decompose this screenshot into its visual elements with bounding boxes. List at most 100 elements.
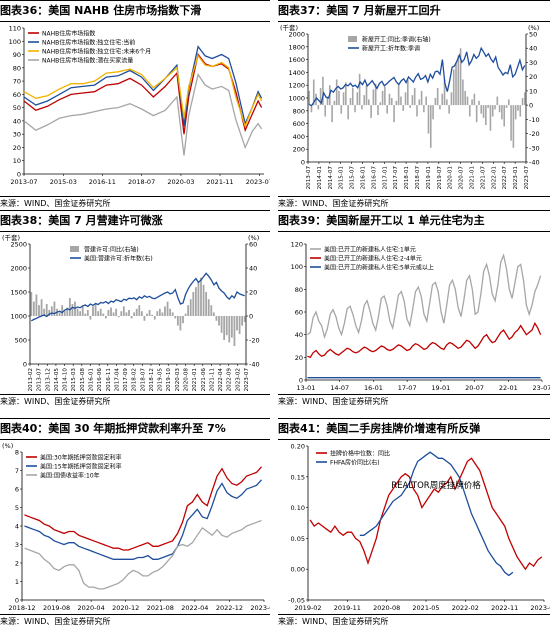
bar — [130, 316, 133, 319]
x-tick-label: 2014-07 — [328, 166, 334, 190]
bar — [409, 105, 411, 108]
bar — [388, 93, 391, 106]
bar — [125, 312, 128, 316]
bar — [32, 301, 35, 316]
legend-label: NAHB住房市场指数:独立住宅:未来6个月 — [42, 48, 151, 56]
bar — [494, 105, 496, 110]
x-tick-label: 2018-02 — [132, 368, 138, 391]
y-tick-label: 800 — [293, 107, 305, 115]
legend-label: 新屋开工:折年数:季调 — [362, 45, 420, 53]
bar — [35, 294, 38, 316]
bar — [61, 305, 64, 316]
bar — [510, 105, 512, 141]
bar — [473, 93, 476, 106]
y-right-tick-label: -30 — [529, 144, 540, 152]
x-tick-label: 2018-12 — [149, 368, 155, 391]
y-tick-label: 600 — [293, 120, 305, 128]
bar — [236, 316, 238, 331]
bar — [161, 312, 164, 316]
bar — [225, 316, 228, 336]
x-tick-label: 2019-07 — [437, 166, 443, 190]
y-right-tick-label: 20 — [249, 289, 257, 297]
y-right-unit: (%) — [528, 24, 539, 32]
bar — [308, 90, 310, 106]
y-tick-label: 1000 — [10, 313, 27, 321]
x-tick-label: 2022-04 — [218, 368, 224, 392]
y-right-tick-label: 0 — [249, 313, 253, 321]
x-tick-label: 2022-12 — [216, 604, 243, 612]
bar — [174, 316, 177, 319]
x-tick-label: 2014-01 — [317, 166, 323, 190]
y-tick-label: 60 — [295, 309, 303, 317]
x-tick-label: 2017-01 — [382, 166, 388, 190]
series-line-1 — [23, 45, 263, 127]
x-tick-label: 2013-02 — [28, 368, 34, 391]
y-tick-label: 0 — [23, 361, 27, 369]
bar — [218, 316, 220, 326]
y-tick-label: 1600 — [288, 56, 305, 64]
series-line-0 — [309, 457, 543, 571]
y-tick-label: 7 — [15, 467, 19, 475]
x-tick-label: 2014-05 — [54, 368, 60, 392]
bar — [423, 105, 425, 113]
y-tick-label: 1 — [15, 578, 19, 586]
x-tick-label: 2013-07 — [37, 368, 43, 392]
bar — [104, 316, 107, 319]
y-tick-label: 2 — [15, 560, 19, 568]
bar — [223, 316, 226, 340]
bar — [317, 105, 320, 110]
y-right-tick-label: -40 — [529, 159, 540, 167]
x-tick-label: 2019-11 — [334, 604, 361, 612]
bar — [489, 105, 492, 131]
bar — [338, 90, 340, 106]
x-tick-label: 2022-09 — [227, 368, 233, 392]
x-tick-label: 2017-09 — [123, 368, 129, 392]
bar — [361, 105, 363, 110]
bar — [439, 105, 441, 110]
x-tick-label: 2020-08 — [184, 368, 190, 392]
bar — [374, 83, 377, 106]
bar — [452, 69, 455, 106]
series-line-0 — [23, 52, 263, 135]
bar — [241, 316, 244, 326]
y-tick-label: 70 — [13, 78, 21, 86]
bar — [138, 305, 141, 316]
y-tick-label: 90 — [13, 51, 21, 59]
bar — [345, 82, 347, 106]
x-tick-label: 17-07 — [398, 384, 417, 392]
bar — [243, 316, 246, 322]
x-tick-label: 2016-01 — [88, 368, 94, 392]
bar — [466, 96, 469, 106]
bar — [450, 92, 453, 106]
bar — [386, 105, 388, 114]
bar — [322, 76, 324, 106]
x-tick-label: 2020-07 — [459, 166, 465, 190]
bar — [514, 105, 517, 120]
bar — [207, 299, 210, 316]
chart-40: 0 1 2 3 4 5 6 7 8(%) 2018-12 2019-08 2020-04 2020-12… — [2, 442, 270, 612]
y-tick-label: 100 — [9, 38, 21, 46]
y-tick-label: -0.05 — [288, 597, 305, 605]
y-tick-label: 40 — [295, 331, 303, 339]
x-tick-label: 2019-10 — [166, 368, 172, 392]
x-tick-label: 2023-01 — [513, 166, 519, 190]
legend-label: 美国:30年期抵押贷款固定利率 — [40, 454, 122, 462]
chart-panel-39: 图表39：美国新屋开工以 1 单元住宅为主 0 20 40 60 80 100 120 13-… — [278, 210, 550, 410]
bar — [356, 92, 359, 106]
bar — [156, 311, 159, 316]
y-tick-label: 1400 — [288, 69, 305, 77]
bar — [501, 105, 503, 120]
chart-39: 0 20 40 60 80 100 120 13-01 14-07 16-01 17-07 19-01… — [291, 241, 550, 393]
bar — [475, 105, 478, 123]
chart-panel-41: 图表41：美国二手房挂牌价增速有所反弹 -0.05 0.00 0.05 0.10 0.1… — [278, 418, 550, 630]
chart-36: 0 10 20 30 40 50 60 70 80 90 100 110 2013-07 2015-03 2… — [9, 25, 270, 187]
chart-37: 0200400600800100012001400160018002000-40… — [280, 23, 540, 190]
bar — [151, 314, 154, 316]
bar — [462, 79, 464, 106]
y-tick-label: 110 — [9, 25, 21, 33]
x-tick-label: 2019-05 — [158, 368, 164, 392]
bar — [120, 311, 123, 316]
y-tick-label: 1000 — [288, 95, 305, 103]
bar — [99, 308, 102, 316]
bar — [434, 98, 437, 106]
